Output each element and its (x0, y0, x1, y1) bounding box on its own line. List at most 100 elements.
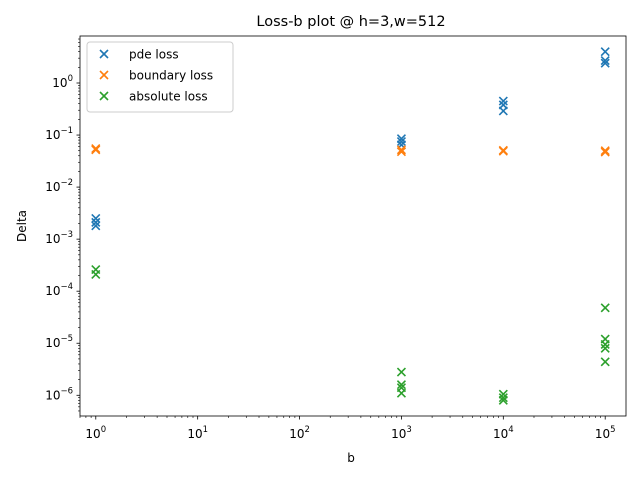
point-pde-loss-stroke-b (91, 213, 101, 223)
data-marks (91, 47, 610, 405)
point-boundary-loss-stroke-b (600, 147, 610, 157)
legend-label-pde-loss: pde loss (129, 48, 179, 62)
y-tick-label-base: 10 (45, 128, 60, 142)
y-tick-label: 10−5 (45, 334, 73, 350)
point-boundary-loss-stroke-b (396, 145, 407, 155)
legend-label-boundary-loss: boundary loss (129, 69, 213, 83)
y-tick-label: 10−3 (45, 230, 73, 246)
point-absolute-loss-stroke-b (498, 395, 508, 405)
legend-marker-pde-loss (99, 49, 109, 59)
point-absolute-loss-stroke-b (600, 339, 610, 349)
point-absolute-loss (498, 393, 508, 403)
point-boundary-loss-stroke-b (600, 146, 610, 156)
point-absolute-loss (600, 339, 610, 349)
point-absolute-loss (498, 395, 508, 405)
legend-marker-pde-loss-stroke-b (99, 49, 109, 59)
point-pde-loss-stroke-b (600, 55, 610, 66)
x-tick-label-base: 10 (85, 427, 100, 441)
point-pde-loss-stroke-b (91, 217, 101, 227)
point-absolute-loss (600, 357, 610, 367)
point-boundary-loss (396, 145, 407, 155)
plot-frame (79, 35, 627, 417)
x-tick-label: 103 (391, 425, 412, 441)
y-tick-label: 10−1 (45, 126, 73, 142)
point-pde-loss (600, 55, 610, 66)
x-tick-label-base: 10 (391, 427, 406, 441)
y-axis-label: Delta (15, 210, 29, 242)
point-absolute-loss-stroke-b (600, 343, 610, 353)
y-tick-label-base: 10 (45, 180, 60, 194)
legend-marker-absolute-loss (99, 91, 109, 101)
point-pde-loss-stroke-b (396, 136, 407, 147)
point-pde-loss (600, 58, 610, 68)
point-absolute-loss-stroke-b (498, 393, 508, 403)
y-tick-label: 100 (52, 74, 73, 90)
x-tick-label-exponent: 4 (508, 425, 513, 435)
y-tick-label: 10−6 (45, 386, 73, 402)
y-tick-label-exponent: −5 (60, 334, 73, 344)
point-absolute-loss (600, 303, 610, 313)
x-tick-label-base: 10 (187, 427, 202, 441)
legend-marker-boundary-loss-stroke-b (99, 70, 109, 80)
point-pde-loss (498, 96, 508, 106)
x-tick-label-exponent: 5 (610, 425, 615, 435)
point-pde-loss-stroke-b (91, 221, 101, 231)
point-pde-loss-stroke-b (600, 58, 610, 68)
y-tick-label-base: 10 (52, 76, 67, 90)
point-pde-loss (91, 221, 101, 231)
series-absolute-loss (91, 265, 610, 405)
x-tick-label-exponent: 3 (406, 425, 411, 435)
point-boundary-loss-stroke-b (91, 145, 101, 155)
point-pde-loss-stroke-b (498, 96, 508, 106)
y-tick-label-exponent: −2 (60, 178, 73, 188)
point-pde-loss-stroke-b (498, 106, 508, 116)
point-absolute-loss-stroke-b (396, 388, 407, 398)
legend-marker-boundary-loss (99, 70, 109, 80)
point-boundary-loss (498, 146, 508, 156)
point-boundary-loss (600, 147, 610, 157)
x-tick-label-base: 10 (493, 427, 508, 441)
y-tick-label-base: 10 (45, 232, 60, 246)
point-pde-loss (498, 106, 508, 116)
x-tick-label: 105 (595, 425, 616, 441)
point-absolute-loss (600, 343, 610, 353)
y-tick-label-base: 10 (45, 336, 60, 350)
legend-box (86, 41, 234, 113)
x-tick-label-base: 10 (289, 427, 304, 441)
point-boundary-loss (396, 147, 407, 157)
x-tick-label-base: 10 (595, 427, 610, 441)
point-absolute-loss (396, 388, 407, 398)
chart-title: Loss-b plot @ h=3,w=512 (256, 14, 445, 30)
point-pde-loss (600, 47, 610, 57)
x-tick-label: 101 (187, 425, 208, 441)
point-absolute-loss (91, 269, 101, 279)
x-tick-label: 104 (493, 425, 514, 441)
point-pde-loss (396, 136, 407, 147)
y-tick-label-exponent: −1 (60, 126, 73, 136)
series-boundary-loss (91, 143, 610, 157)
point-boundary-loss (600, 146, 610, 156)
point-absolute-loss-stroke-b (600, 357, 610, 367)
y-tick-label-base: 10 (45, 284, 60, 298)
x-tick-label: 100 (85, 425, 106, 441)
y-tick-label-exponent: −4 (60, 282, 73, 292)
point-pde-loss (91, 217, 101, 227)
legend: pde loss boundary loss absolute loss (86, 41, 234, 113)
y-tick-label-exponent: 0 (68, 74, 73, 84)
point-boundary-loss (91, 143, 101, 154)
point-boundary-loss-stroke-b (396, 147, 407, 157)
point-boundary-loss (91, 145, 101, 155)
y-tick-label-exponent: −6 (60, 386, 73, 396)
x-tick-label-exponent: 2 (304, 425, 309, 435)
y-tick-label-base: 10 (45, 388, 60, 402)
point-pde-loss-stroke-b (600, 47, 610, 57)
x-tick-label-exponent: 0 (101, 425, 106, 435)
point-absolute-loss-stroke-b (396, 380, 407, 390)
point-absolute-loss-stroke-b (600, 303, 610, 313)
x-axis-label: b (347, 451, 355, 465)
x-tick-label-exponent: 1 (203, 425, 208, 435)
x-tick-label: 102 (289, 425, 310, 441)
legend-label-absolute-loss: absolute loss (129, 90, 208, 104)
